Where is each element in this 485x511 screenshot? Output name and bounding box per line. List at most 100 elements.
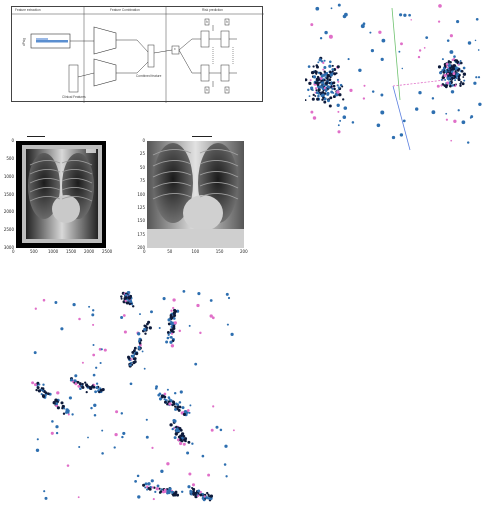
clinical-features-label: Clinical Features bbox=[62, 95, 86, 99]
scatter3d-point bbox=[319, 37, 323, 40]
scatter2d-point bbox=[38, 383, 41, 386]
scatter3d-point bbox=[316, 97, 320, 101]
scatter2d-point bbox=[88, 305, 91, 308]
scatter3d-point bbox=[380, 110, 385, 115]
scatter2d-point bbox=[35, 448, 40, 452]
scatter2d-point bbox=[219, 428, 223, 432]
xray-right-image bbox=[147, 141, 244, 248]
scatter2d-point bbox=[188, 472, 192, 476]
scatter2d-point bbox=[163, 400, 167, 404]
scatter3d-point bbox=[332, 91, 335, 94]
scatter2d-point bbox=[94, 390, 97, 394]
scatter2d-point bbox=[197, 292, 201, 296]
scatter2d-point bbox=[150, 310, 153, 314]
scatter3d-point bbox=[349, 88, 353, 92]
scatter2d-point bbox=[42, 298, 46, 302]
scatter2d-point bbox=[208, 496, 212, 501]
scatter3d-point bbox=[437, 20, 441, 23]
scatter2d-point bbox=[147, 320, 151, 324]
scatter3d-point bbox=[330, 85, 333, 88]
label-h-top: h bbox=[206, 20, 208, 24]
scatter3d-point bbox=[307, 88, 310, 92]
scatter3d-point bbox=[315, 91, 319, 95]
scatter-3d-plot bbox=[305, 3, 482, 151]
scatter2d-point bbox=[40, 393, 43, 396]
scatter2d-point bbox=[120, 295, 123, 298]
scatter3d-point bbox=[332, 84, 336, 88]
scatter3d-point bbox=[319, 71, 322, 75]
scatter2d-point bbox=[124, 293, 128, 298]
scatter2d-point bbox=[90, 406, 93, 410]
scatter2d-point bbox=[169, 423, 173, 427]
scatter2d-point bbox=[123, 330, 127, 334]
scatter2d-point bbox=[172, 317, 176, 320]
scatter2d-point bbox=[122, 314, 126, 317]
scatter2d-point bbox=[209, 494, 214, 498]
scatter2d-point bbox=[175, 428, 179, 432]
scatter2d-point bbox=[137, 345, 141, 349]
scatter2d-point bbox=[92, 323, 95, 326]
scatter2d-point bbox=[92, 373, 96, 377]
scatter3d-point bbox=[362, 22, 366, 26]
scatter3d-point bbox=[305, 99, 307, 102]
scatter2d-point bbox=[173, 313, 177, 318]
scatter3d-point bbox=[312, 116, 317, 120]
scatter2d-point bbox=[171, 330, 175, 334]
scatter2d-point bbox=[174, 405, 177, 408]
scatter2d-point bbox=[201, 454, 205, 458]
scatter3d-point bbox=[342, 14, 347, 19]
scatter2d-point bbox=[223, 463, 227, 466]
scatter3d-point bbox=[446, 72, 449, 75]
xray-right-y-axis: 0 25 50 75 100 125 150 175 200 bbox=[130, 138, 146, 250]
scatter3d-point bbox=[441, 58, 444, 61]
scatter2d-point bbox=[138, 341, 142, 345]
scatter3d-point bbox=[315, 64, 319, 67]
scatter3d-point bbox=[336, 84, 339, 87]
scatter2d-point bbox=[145, 435, 149, 439]
scatter2d-point bbox=[189, 404, 192, 407]
scatter3d-point bbox=[337, 3, 341, 7]
scatter2d-point bbox=[173, 419, 177, 423]
scatter2d-point bbox=[170, 336, 173, 339]
scatter3d-point bbox=[333, 68, 337, 71]
scatter2d-point bbox=[211, 316, 215, 320]
scatter2d-point bbox=[182, 411, 185, 414]
scatter2d-point bbox=[129, 295, 132, 299]
scatter2d-point bbox=[47, 392, 50, 396]
scatter3d-point bbox=[457, 78, 461, 82]
scatter2d-point bbox=[33, 351, 37, 355]
scatter3d-point bbox=[381, 38, 386, 43]
scatter2d-point bbox=[87, 436, 89, 439]
scatter2d-point bbox=[91, 309, 95, 312]
scatter3d-point bbox=[323, 100, 327, 104]
scatter2d-point bbox=[203, 495, 206, 498]
scatter3d-point bbox=[318, 81, 321, 84]
scatter2d-point bbox=[169, 340, 173, 344]
scatter2d-point bbox=[206, 491, 209, 495]
scatter3d-point bbox=[462, 72, 467, 76]
xl-yticks-tick: 3000 bbox=[3, 245, 14, 250]
section-feature-extraction: Feature extraction bbox=[15, 8, 41, 12]
scatter2d-point bbox=[174, 310, 178, 313]
scatter2d-point bbox=[156, 484, 160, 488]
scatter2d-point bbox=[166, 388, 169, 391]
scatter2d-point bbox=[197, 489, 201, 493]
xray-left-svg bbox=[22, 145, 102, 243]
xl-yticks-tick: 0 bbox=[11, 138, 14, 143]
scatter2d-point bbox=[44, 496, 48, 500]
scatter3d-point bbox=[431, 110, 436, 115]
scatter3d-point bbox=[321, 81, 325, 85]
scatter2d-point bbox=[166, 462, 170, 466]
scatter2d-point bbox=[189, 489, 193, 493]
scatter2d-point bbox=[178, 405, 182, 409]
scatter3d-point bbox=[317, 94, 320, 98]
xray-right-x-axis: 0 50 100 150 200 bbox=[143, 249, 248, 257]
scatter2d-point bbox=[166, 336, 170, 340]
scatter3d-point bbox=[410, 19, 412, 21]
scatter2d-point bbox=[179, 438, 183, 442]
xr-yticks-tick: 50 bbox=[139, 164, 145, 170]
xl-xticks-tick: 500 bbox=[30, 249, 38, 254]
scatter3d-point bbox=[473, 81, 477, 85]
scatter3d-point bbox=[453, 57, 455, 60]
scatter2d-point bbox=[151, 446, 154, 450]
